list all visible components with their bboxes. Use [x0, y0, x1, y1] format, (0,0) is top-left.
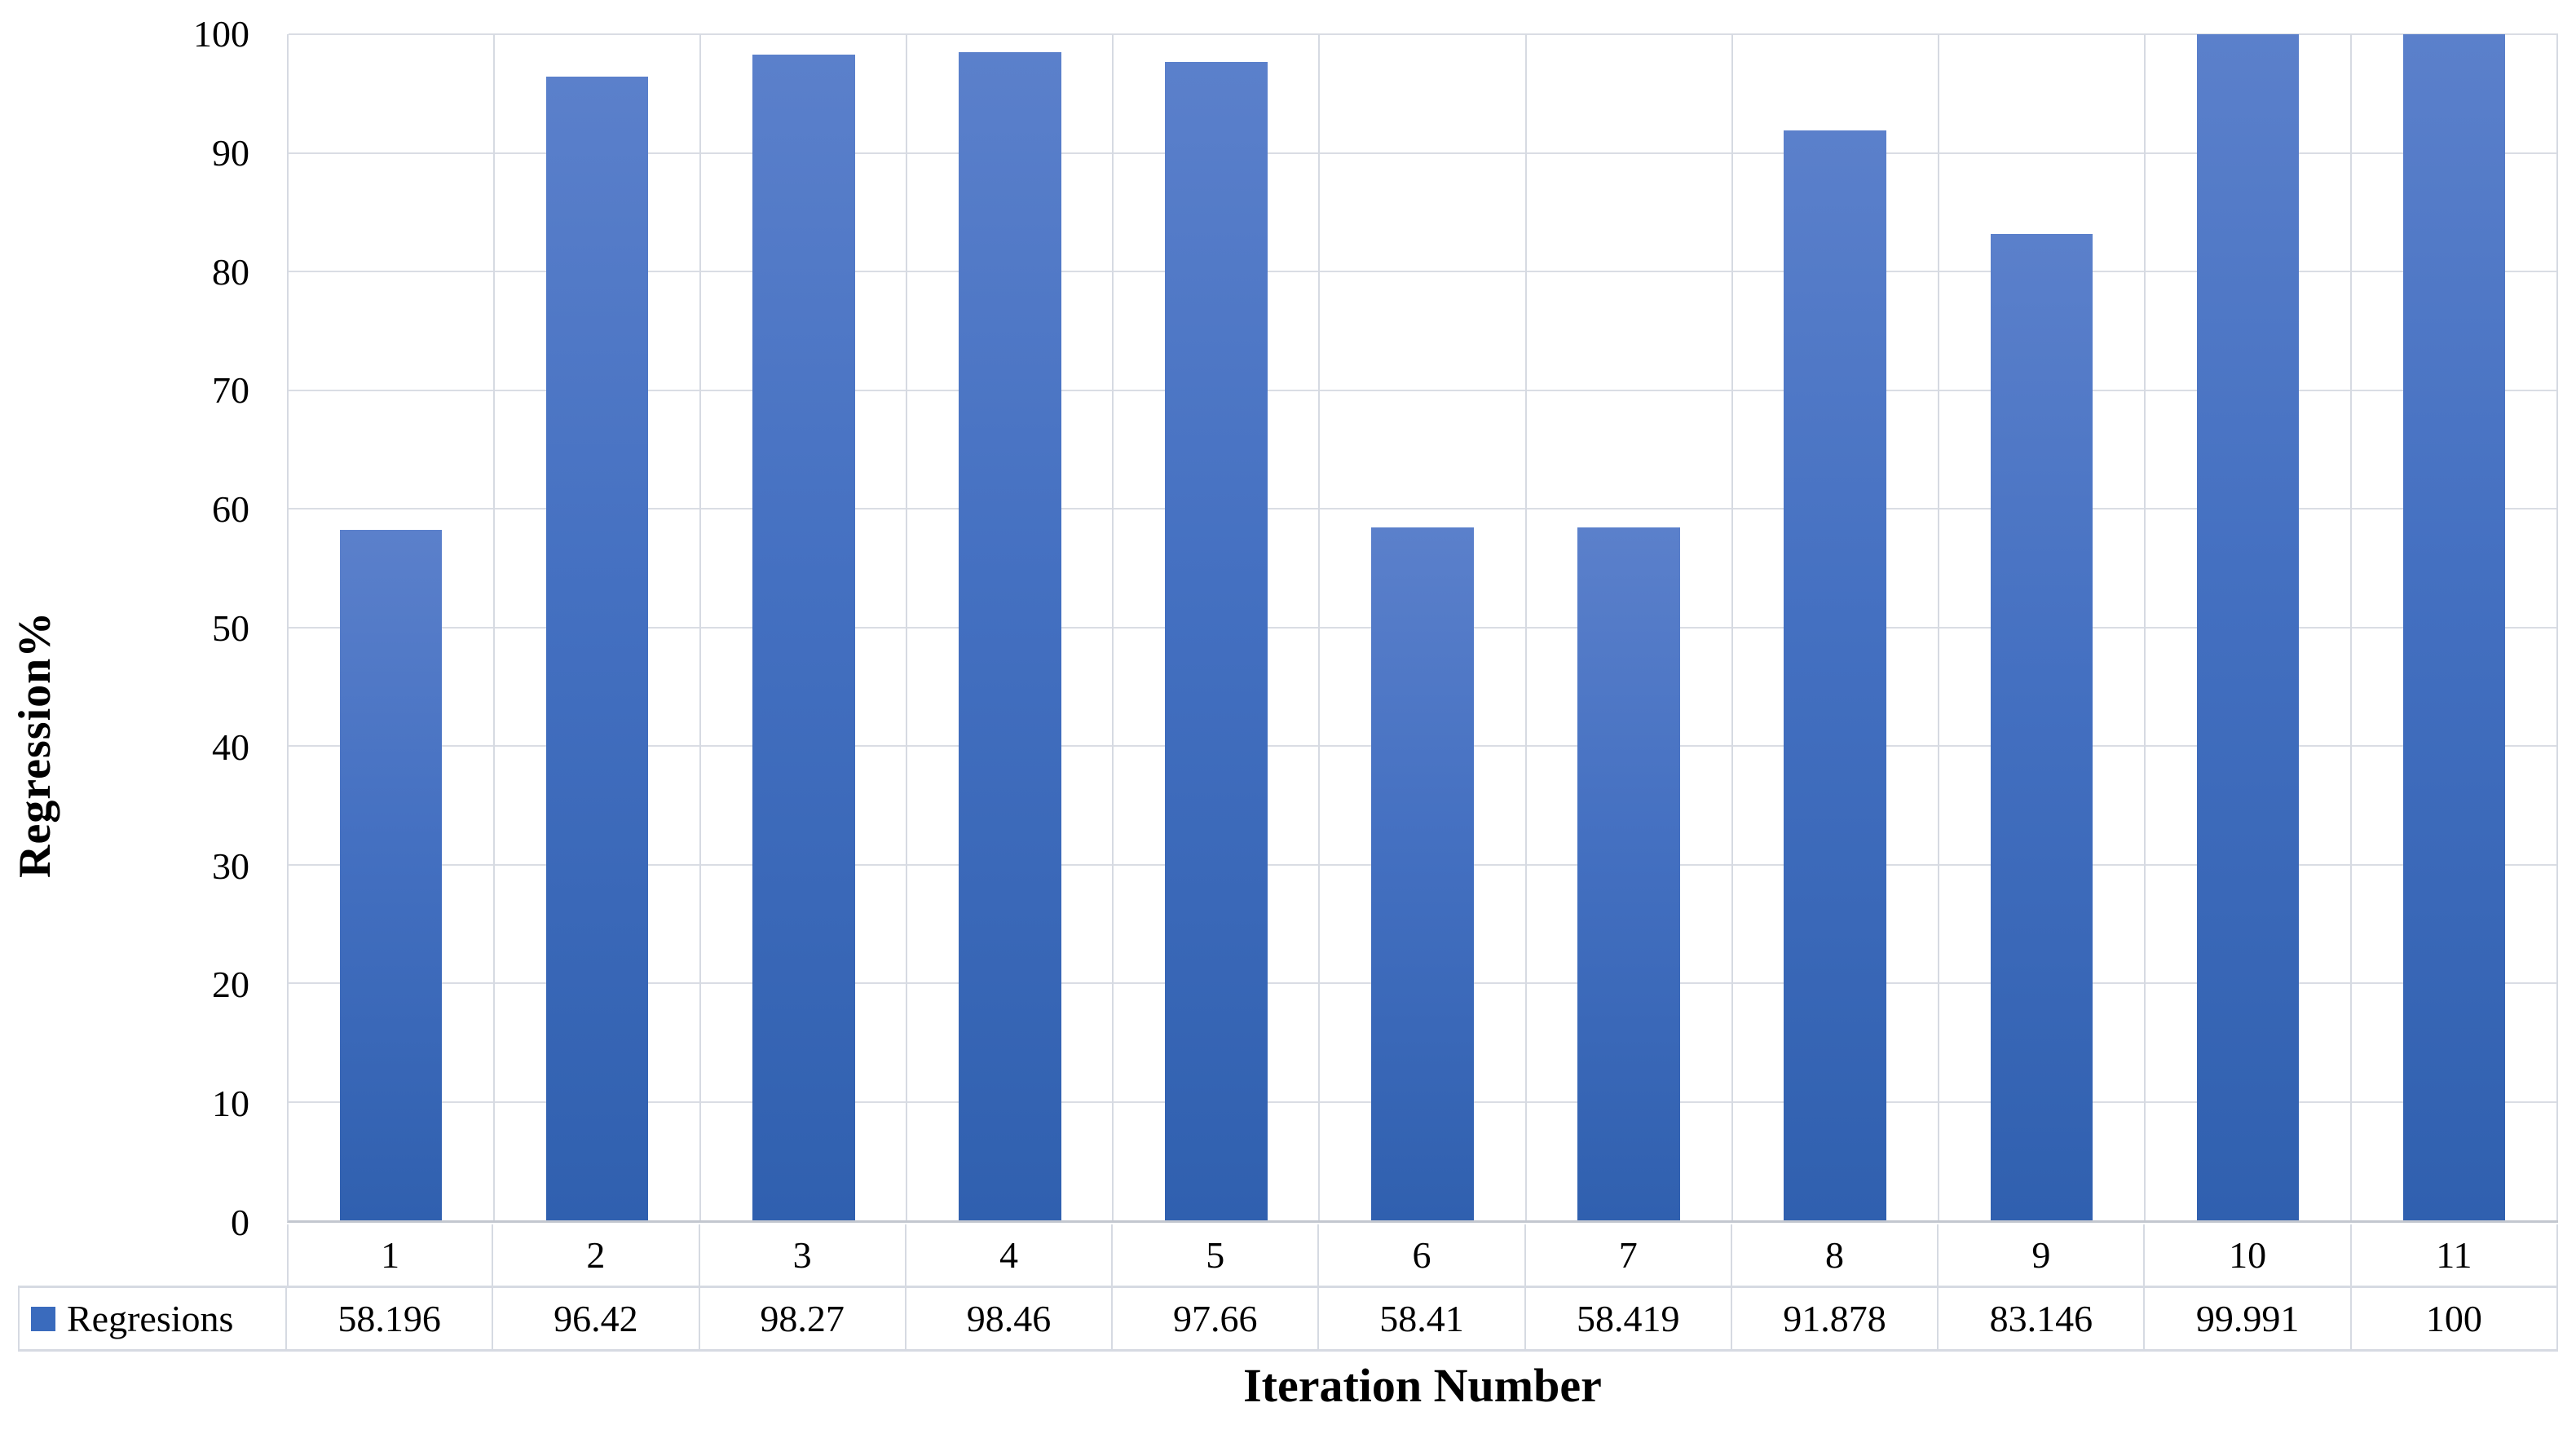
- category-label: 7: [1525, 1224, 1732, 1288]
- plot-column: [2352, 34, 2559, 1220]
- bar: [1371, 527, 1474, 1220]
- category-label: 5: [1113, 1224, 1320, 1288]
- horizontal-gridline: [289, 508, 2558, 509]
- y-tick-label: 90: [212, 131, 249, 174]
- legend-label: Regresions: [67, 1298, 234, 1339]
- bar: [2402, 34, 2506, 1220]
- value-row: Regresions 58.196 96.42 98.27 98.46 97.66 58.…: [18, 1288, 2558, 1352]
- value-cell: 98.27: [699, 1288, 906, 1352]
- value-cell: 83.146: [1939, 1288, 2146, 1352]
- category-label: 3: [699, 1224, 906, 1288]
- value-cell: 58.419: [1525, 1288, 1732, 1352]
- y-tick-label: 10: [212, 1083, 249, 1125]
- plot-column: [1114, 34, 1321, 1220]
- horizontal-gridline: [289, 33, 2558, 35]
- y-tick-label: 70: [212, 369, 249, 412]
- y-tick-label: 30: [212, 845, 249, 887]
- plot-column: [907, 34, 1114, 1220]
- category-label: 4: [906, 1224, 1114, 1288]
- bar: [339, 530, 443, 1220]
- legend-cell: Regresions: [18, 1288, 287, 1352]
- plot-area: [287, 33, 2559, 1223]
- bar: [959, 52, 1061, 1220]
- bar: [1577, 527, 1680, 1220]
- category-label: 11: [2351, 1224, 2558, 1288]
- bar: [545, 77, 649, 1220]
- value-cell: 96.42: [493, 1288, 700, 1352]
- data-table: 1 2 3 4 5 6 7 8 9 10 11 Regresions 58.196 96.42 98.2…: [18, 1224, 2558, 1352]
- category-row: 1 2 3 4 5 6 7 8 9 10 11: [18, 1224, 2558, 1288]
- category-label: 2: [493, 1224, 700, 1288]
- plot-column: [2146, 34, 2352, 1220]
- y-tick-label: 100: [193, 13, 249, 55]
- bar: [1784, 130, 1886, 1220]
- category-label: 6: [1319, 1224, 1526, 1288]
- plot-column: [1939, 34, 2146, 1220]
- value-cell: 100: [2351, 1288, 2558, 1352]
- y-tick-label: 40: [212, 726, 249, 768]
- bar: [2196, 34, 2300, 1220]
- value-cell: 58.41: [1319, 1288, 1526, 1352]
- y-tick-label: 80: [212, 250, 249, 293]
- y-tick-label: 0: [231, 1202, 249, 1243]
- bar: [1165, 62, 1268, 1220]
- category-label: 9: [1939, 1224, 2146, 1288]
- category-label: 8: [1731, 1224, 1939, 1288]
- plot-column: [495, 34, 702, 1220]
- plot-column: [1527, 34, 1733, 1220]
- bar: [1990, 234, 2093, 1220]
- y-axis-ticks: 0 10 20 30 40 50 60 70 80 90 100: [0, 15, 249, 1242]
- table-corner-cell: [18, 1224, 287, 1288]
- horizontal-gridline: [289, 152, 2558, 154]
- y-tick-label: 50: [212, 607, 249, 649]
- horizontal-gridline: [289, 389, 2558, 391]
- plot-column: [289, 34, 496, 1220]
- value-cell: 91.878: [1731, 1288, 1939, 1352]
- y-tick-label: 60: [212, 488, 249, 531]
- value-cell: 58.196: [287, 1288, 494, 1352]
- value-cell: 97.66: [1113, 1288, 1320, 1352]
- x-axis-title: Iteration Number: [1243, 1359, 1602, 1412]
- value-cell: 98.46: [906, 1288, 1114, 1352]
- value-cell: 99.991: [2145, 1288, 2352, 1352]
- horizontal-gridline: [289, 271, 2558, 272]
- plot-columns: [289, 34, 2559, 1220]
- category-label: 1: [287, 1224, 494, 1288]
- bar: [752, 55, 855, 1220]
- y-tick-label: 20: [212, 964, 249, 1006]
- plot-column: [701, 34, 908, 1220]
- plot-column: [1733, 34, 1939, 1220]
- category-label: 10: [2145, 1224, 2352, 1288]
- plot-column: [1320, 34, 1527, 1220]
- legend-swatch-icon: [31, 1306, 55, 1331]
